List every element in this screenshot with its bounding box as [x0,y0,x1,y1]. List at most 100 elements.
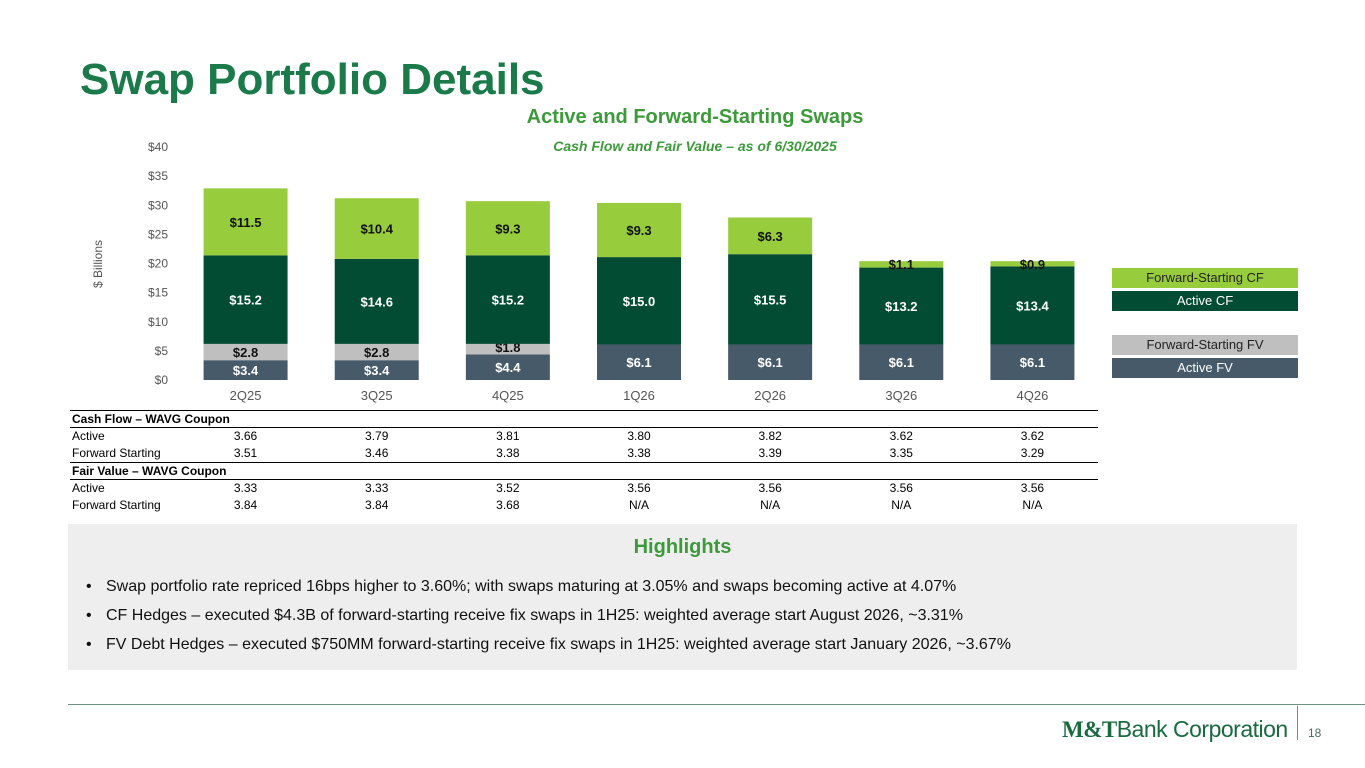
row-label: Forward Starting [72,498,161,512]
table-cell: 3.56 [627,481,651,495]
bar-forward-starting-cf [728,217,813,255]
table-cell: N/A [760,498,781,512]
bar-active-fv [597,344,681,380]
bullet-icon: • [86,636,92,653]
stacked-bar-chart: $0 $5 $10 $15 $20 $25 $30 $35 $40 $ Billions $3.4 $… [91,140,1075,403]
table-cell: 3.56 [1020,481,1045,495]
bar-active-fv [859,344,944,380]
legend-active-fv: Active FV [1112,358,1298,378]
table-cell: N/A [891,498,912,512]
table-cell: 3.80 [627,429,651,443]
table-cell: 3.51 [233,446,258,460]
data-label: $2.8 [364,345,389,360]
wavg-coupon-table: Cash Flow – WAVG Coupon Active 3.66 3.79 3.8… [70,410,1098,514]
bar-active-cf [465,255,550,344]
data-label: $15.2 [492,293,525,308]
bar-active-cf [990,266,1075,345]
row-label: Active [72,429,105,443]
bar-active-cf [203,255,288,344]
table-section-header: Fair Value – WAVG Coupon [70,462,1098,480]
x-tick-label: 4Q25 [492,388,524,403]
table-cell: 3.79 [365,429,389,443]
legend-active-cf: Active CF [1112,291,1298,311]
logo-separator [1297,706,1298,740]
bar-active-fv [728,344,813,380]
y-tick-label: $20 [148,257,168,271]
x-tick-label: 4Q26 [1017,388,1049,403]
table-cell: 3.39 [758,446,782,460]
page-number: 18 [1308,726,1322,740]
data-label: $10.4 [360,222,393,237]
data-label: $6.1 [626,355,651,370]
table-cell: 3.56 [889,481,913,495]
footer-divider [68,704,1365,705]
data-label: $6.1 [757,355,782,370]
bar-forward-starting-cf [597,202,681,258]
bar-active-fv [990,344,1075,380]
table-cell: 3.84 [233,498,258,512]
bar-forward-starting-cf [203,188,288,256]
data-label: $15.5 [754,292,787,307]
x-tick-label: 3Q26 [885,388,917,403]
row-label: Active [72,481,105,495]
highlights-panel: Highlights • Swap portfolio rate repriced… [68,524,1297,670]
legend-forward-starting-cf: Forward-Starting CF [1112,268,1298,288]
bar-active-cf [334,258,419,344]
y-tick-label: $5 [155,344,169,358]
bar-active-cf [859,267,944,345]
data-label: $6.1 [1020,355,1045,370]
table-cell: 3.81 [496,429,520,443]
x-tick-label: 1Q26 [623,388,655,403]
table-row: Forward Starting 3.84 3.84 3.68 N/A N/A N/A N/A [70,497,1098,514]
table-cell: N/A [628,498,649,512]
data-label: $9.3 [495,221,520,236]
bullet-icon: • [86,578,92,595]
table-cell: 3.84 [365,498,389,512]
table-cell: 3.82 [758,429,782,443]
data-label: $14.6 [360,294,393,309]
y-tick-label: $15 [148,286,168,300]
data-label: $11.5 [230,215,262,230]
data-label: $9.3 [626,223,651,238]
data-label: $6.3 [757,229,782,244]
table-cell: 3.46 [365,446,389,460]
bar-active-fv [465,354,550,380]
table-cell: 3.62 [1020,429,1045,443]
bar-forward-starting-cf [859,261,944,268]
table-cell: 3.68 [496,498,520,512]
section-title: Cash Flow – WAVG Coupon [72,412,230,426]
table-cell: 3.29 [1020,446,1045,460]
x-tick-label: 2Q25 [230,388,262,403]
data-label: $0.9 [1020,257,1045,272]
highlights-list: • Swap portfolio rate repriced 16bps high… [86,572,1011,659]
bar-forward-starting-fv [465,343,550,355]
data-label: $6.1 [889,355,914,370]
y-tick-label: $40 [148,140,168,154]
highlight-item: • FV Debt Hedges – executed $750MM forwar… [86,630,1011,659]
section-title: Fair Value – WAVG Coupon [72,464,227,478]
data-label: $15.2 [229,293,262,308]
bullet-icon: • [86,607,92,624]
table-cell: 3.52 [496,481,520,495]
table-cell: 3.33 [365,481,389,495]
data-label: $1.1 [889,257,914,272]
table-cell: 3.38 [496,446,520,460]
bar-forward-starting-fv [334,343,419,361]
x-tick-label: 3Q25 [361,388,393,403]
table-cell: 3.56 [758,481,782,495]
data-label: $4.4 [495,360,521,375]
row-label: Forward Starting [72,446,161,460]
bar-forward-starting-cf [334,198,419,259]
table-row: Active 3.66 3.79 3.81 3.80 3.82 3.62 3.62 [70,428,1098,445]
data-label: $3.4 [364,363,390,378]
highlights-title: Highlights [633,536,732,558]
y-tick-label: $10 [148,315,168,329]
table-row: Forward Starting 3.51 3.46 3.38 3.38 3.39 3.35… [70,445,1098,462]
bar-forward-starting-cf [465,201,550,256]
chart-subtitle: Cash Flow and Fair Value – as of 6/30/20… [553,138,837,154]
table-cell: 3.62 [889,429,913,443]
bar-active-fv [334,360,419,380]
table-row: Active 3.33 3.33 3.52 3.56 3.56 3.56 3.56 [70,480,1098,497]
bar-active-cf [728,254,813,345]
bar-active-fv [203,360,288,380]
